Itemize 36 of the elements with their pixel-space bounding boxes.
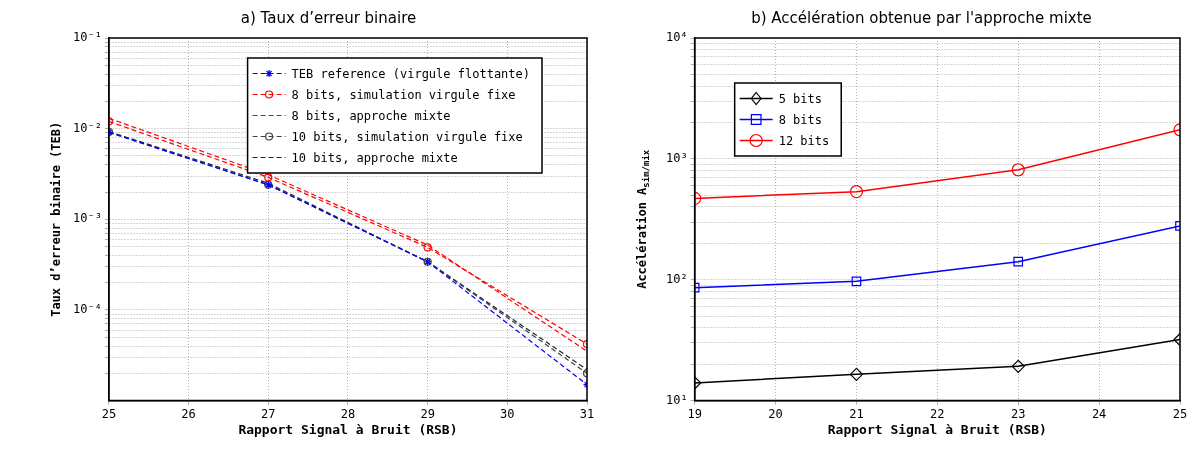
legend-label: 10 bits, simulation virgule fixe [291,129,523,144]
y-tick-label: 10⁴ [665,30,688,45]
legend-label: TEB reference (virgule flottante) [291,66,531,81]
x-tick-label: 20 [768,406,783,421]
y-axis-title: Accélération Asim/mix [634,149,652,289]
y-tick-label: 10³ [665,150,688,165]
x-tick-label: 24 [1091,406,1107,421]
x-tick-label: 25 [1172,406,1188,421]
x-tick-label: 19 [687,406,702,421]
x-tick-label: 26 [181,406,196,421]
y-tick-label: 10² [665,271,688,286]
x-tick-label: 27 [261,406,276,421]
legend-label: 12 bits [778,133,830,148]
chart-title: b) Accélération obtenue par l'approche mixte [751,8,1092,27]
x-tick-label: 31 [579,406,595,421]
x-tick-label: 23 [1011,406,1026,421]
x-tick-label: 22 [930,406,945,421]
x-axis-title: Rapport Signal à Bruit (RSB) [238,421,458,437]
x-tick-label: 25 [101,406,117,421]
x-tick-label: 30 [500,406,515,421]
legend-label: 8 bits [778,112,823,127]
chart-title: a) Taux d’erreur binaire [240,8,417,27]
y-tick-label: 10⁻² [72,120,102,135]
y-tick-label: 10⁻⁴ [72,302,102,317]
x-tick-label: 28 [340,406,356,421]
x-axis-title: Rapport Signal à Bruit (RSB) [827,421,1047,437]
legend-label: 8 bits, approche mixte [291,108,451,123]
legend-label: 10 bits, approche mixte [291,150,458,165]
y-tick-label: 10⁻³ [72,211,102,226]
y-axis-title: Taux d’erreur binaire (TEB) [49,121,64,317]
x-tick-label: 21 [849,406,864,421]
y-tick-label: 10¹ [665,392,688,407]
y-tick-label: 10⁻¹ [72,30,102,45]
x-tick-label: 29 [420,406,435,421]
legend-label: 8 bits, simulation virgule fixe [291,87,516,102]
legend-label: 5 bits [778,91,823,106]
